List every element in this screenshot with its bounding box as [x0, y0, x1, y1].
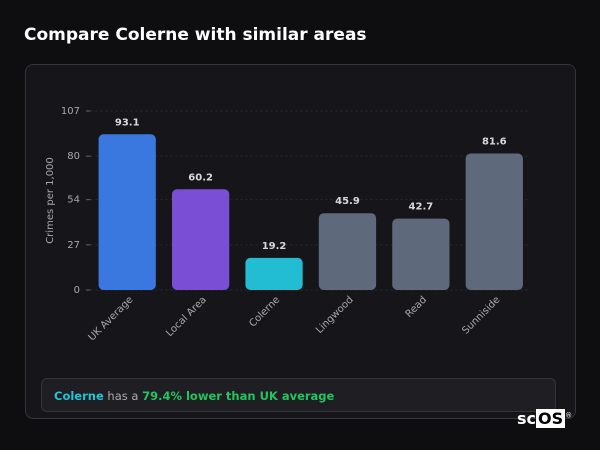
- y-tick-label: 80: [67, 151, 80, 162]
- area-name: Colerne: [54, 389, 104, 403]
- x-tick-label: UK Average: [87, 294, 136, 343]
- value-label: 60.2: [188, 172, 213, 183]
- x-tick-label: Lingwood: [314, 294, 356, 336]
- logo: sc OS ®: [517, 409, 572, 428]
- y-tick-label: 27: [67, 240, 80, 251]
- summary: Colerne has a 79.4% lower than UK averag…: [41, 378, 556, 412]
- x-tick-label: Colerne: [247, 294, 282, 329]
- bar: [245, 257, 303, 290]
- x-tick-label: Read: [404, 294, 430, 320]
- logo-part: OS: [536, 409, 566, 428]
- value-label: 93.1: [115, 117, 140, 128]
- comparison: 79.4% lower than UK average: [142, 389, 335, 403]
- y-tick-label: 0: [74, 285, 80, 296]
- bar: [318, 213, 377, 290]
- bar: [171, 189, 230, 290]
- value-label: 45.9: [335, 196, 360, 207]
- value-label: 42.7: [409, 202, 434, 213]
- bar: [392, 218, 450, 290]
- x-tick-label: Sunniside: [460, 294, 502, 336]
- bar: [98, 134, 156, 290]
- page-title: Compare Colerne with similar areas: [24, 25, 367, 45]
- y-tick-label: 54: [67, 195, 80, 206]
- y-tick-label: 107: [61, 106, 80, 117]
- x-tick-label: Local Area: [164, 294, 209, 339]
- summary-text: has a: [107, 389, 139, 403]
- value-label: 81.6: [482, 136, 507, 147]
- bar: [465, 153, 523, 290]
- logo-mark: ®: [565, 411, 573, 420]
- logo-part: sc: [517, 409, 537, 428]
- y-axis-label: Crimes per 1,000: [45, 157, 56, 244]
- value-label: 19.2: [262, 241, 287, 252]
